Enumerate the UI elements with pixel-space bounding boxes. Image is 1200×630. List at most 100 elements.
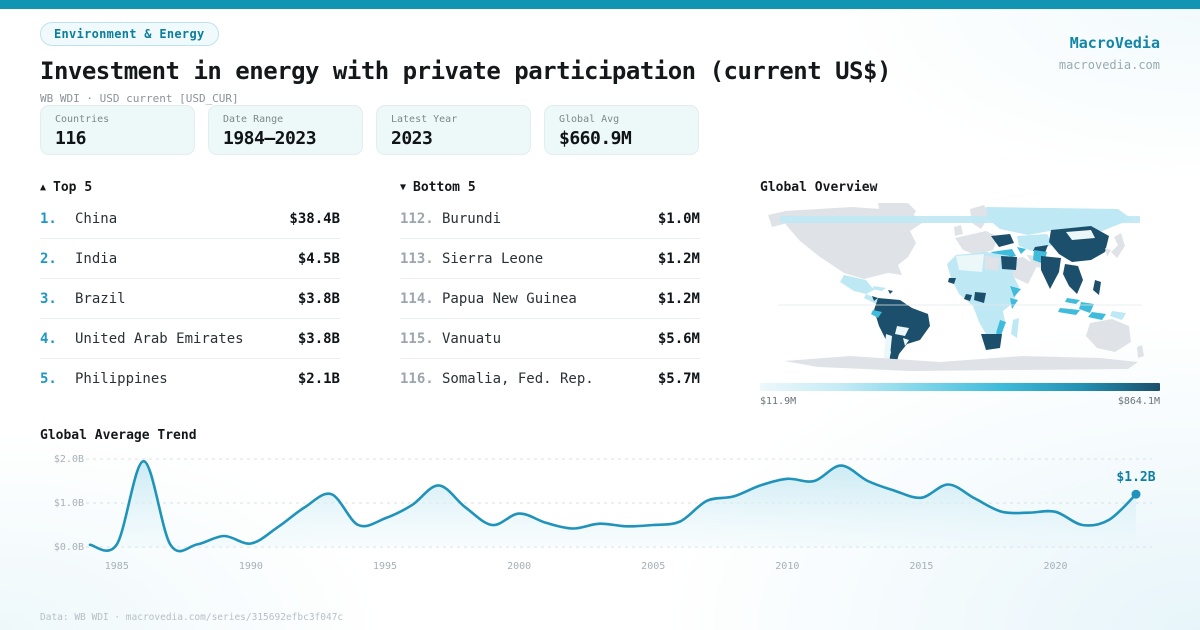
ranking-row: 2. India $4.5B xyxy=(40,239,340,279)
bottom5-title: Bottom 5 xyxy=(413,180,476,195)
country-value: $38.4B xyxy=(289,210,340,227)
map-region-hispaniola xyxy=(888,290,893,294)
country-name: India xyxy=(75,250,118,267)
map-region-caucasus xyxy=(1017,247,1026,254)
rank-number: 5. xyxy=(40,371,57,387)
svg-text:1985: 1985 xyxy=(105,561,129,572)
map-region-ethiopia xyxy=(1010,286,1021,297)
map-region-central-america xyxy=(864,294,880,304)
svg-text:$1.2B: $1.2B xyxy=(1116,470,1155,485)
choropleth-colorbar xyxy=(760,383,1160,391)
map-region-borneo xyxy=(1079,302,1094,313)
ranking-row: 113. Sierra Leone $1.2M xyxy=(400,239,700,279)
map-region-senegal xyxy=(948,278,956,284)
brand-block: MacroVedia macrovedia.com xyxy=(1059,22,1160,72)
stat-value: $660.9M xyxy=(559,128,632,149)
country-name: Papua New Guinea xyxy=(442,290,577,307)
map-region-uk xyxy=(954,225,963,236)
rank-number: 114. xyxy=(400,290,434,307)
map-region-south-africa xyxy=(981,334,1002,350)
ranking-row: 114. Papua New Guinea $1.2M xyxy=(400,279,700,319)
country-name: Burundi xyxy=(442,210,502,227)
global-overview-panel: Global Overview xyxy=(760,180,1160,407)
map-region-mexico xyxy=(840,275,874,294)
rank-number: 4. xyxy=(40,330,57,347)
top5-panel: ▲ Top 5 1. China $38.4B 2. India $4.5B 3. Braz… xyxy=(40,180,340,399)
map-region-honduras xyxy=(872,296,878,301)
map-region-indonesia xyxy=(1058,308,1106,320)
map-region-paraguay xyxy=(903,338,909,346)
map-region-libya xyxy=(985,256,1000,271)
stat-card-date-range: Date Range 1984—2023 xyxy=(208,105,363,155)
svg-text:1995: 1995 xyxy=(373,561,397,572)
svg-text:2005: 2005 xyxy=(641,561,665,572)
bottom5-panel: ▼ Bottom 5 112. Burundi $1.0M 113. Sierra Le… xyxy=(400,180,700,399)
map-region-egypt xyxy=(1001,256,1017,270)
stat-label: Latest Year xyxy=(391,114,458,125)
map-arctic-ice-band xyxy=(780,216,1140,223)
down-triangle-icon: ▼ xyxy=(400,182,407,193)
country-name: United Arab Emirates xyxy=(75,330,244,347)
world-choropleth-map xyxy=(768,203,1144,371)
country-name: Vanuatu xyxy=(442,330,502,347)
header-left: Environment & Energy Investment in energ… xyxy=(40,22,891,105)
ranking-row: 3. Brazil $3.8B xyxy=(40,279,340,319)
footer-attribution: Data: WB WDI · macrovedia.com/series/315… xyxy=(40,612,344,623)
top5-list: 1. China $38.4B 2. India $4.5B 3. Brazil $3.8B… xyxy=(40,199,340,399)
ranking-row: 4. United Arab Emirates $3.8B xyxy=(40,319,340,359)
country-value: $4.5B xyxy=(297,250,340,267)
top-accent-bar xyxy=(0,0,1200,9)
map-region-japan xyxy=(1111,233,1125,258)
svg-text:2020: 2020 xyxy=(1043,561,1067,572)
rank-number: 113. xyxy=(400,250,434,267)
stat-label: Global Avg xyxy=(559,114,620,125)
ranking-row: 115. Vanuatu $5.6M xyxy=(400,319,700,359)
map-region-malaysia xyxy=(1065,298,1080,304)
source-subtitle: WB WDI · USD current [USD_CUR] xyxy=(40,92,239,105)
map-region-india xyxy=(1041,256,1061,289)
map-region-philippines xyxy=(1093,280,1101,295)
top5-title: Top 5 xyxy=(53,180,93,195)
map-region-new-zealand xyxy=(1137,345,1144,358)
page-title: Investment in energy with private partic… xyxy=(40,57,891,85)
map-heading: Global Overview xyxy=(760,180,878,195)
bottom5-heading: ▼ Bottom 5 xyxy=(400,180,700,195)
map-region-papua-new-guinea xyxy=(1110,311,1126,320)
country-value: $1.2M xyxy=(657,290,700,307)
ranking-row: 112. Burundi $1.0M xyxy=(400,199,700,239)
country-name: Brazil xyxy=(75,290,126,307)
svg-text:2015: 2015 xyxy=(909,561,933,572)
category-badge: Environment & Energy xyxy=(40,22,219,46)
svg-text:2000: 2000 xyxy=(507,561,531,572)
map-region-bolivia xyxy=(895,326,909,336)
rank-number: 1. xyxy=(40,210,57,227)
map-region-chile xyxy=(883,334,892,366)
map-region-korea xyxy=(1105,248,1111,257)
stat-card-global-avg: Global Avg $660.9M xyxy=(544,105,699,155)
map-region-ukraine xyxy=(991,234,1014,247)
ranking-row: 116. Somalia, Fed. Rep. $5.7M xyxy=(400,359,700,399)
country-name: Sierra Leone xyxy=(442,250,544,267)
country-value: $1.2M xyxy=(657,250,700,267)
colorbar-labels: $11.9M $864.1M xyxy=(760,396,1160,407)
svg-text:$2.0B: $2.0B xyxy=(54,454,84,465)
brand-domain: macrovedia.com xyxy=(1058,58,1160,72)
rank-number: 115. xyxy=(400,330,434,347)
country-name: China xyxy=(75,210,118,227)
up-triangle-icon: ▲ xyxy=(40,182,47,193)
map-region-cuba xyxy=(872,286,886,291)
map-region-ecuador xyxy=(871,310,882,318)
stat-label: Countries xyxy=(55,114,110,125)
country-value: $1.0M xyxy=(657,210,700,227)
svg-text:2010: 2010 xyxy=(775,561,799,572)
map-region-antarctica xyxy=(784,356,1138,371)
svg-text:$0.0B: $0.0B xyxy=(54,542,84,553)
country-value: $2.1B xyxy=(297,371,340,387)
map-region-australia xyxy=(1086,319,1131,352)
map-region-china xyxy=(1049,226,1109,262)
map-region-mozambique xyxy=(996,320,1006,338)
country-value: $3.8B xyxy=(297,290,340,307)
country-name: Somalia, Fed. Rep. xyxy=(442,371,594,387)
country-name: Philippines xyxy=(75,371,168,387)
country-value: $5.6M xyxy=(657,330,700,347)
